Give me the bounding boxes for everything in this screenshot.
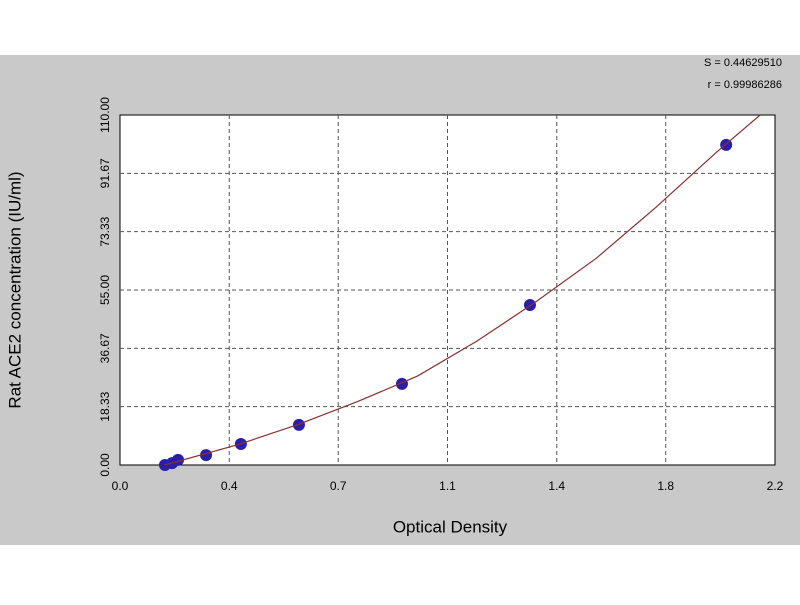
y-tick-label: 55.00 [98,275,112,305]
x-tick-label: 0.4 [221,479,238,493]
y-tick-label: 73.33 [98,216,112,246]
data-point [172,453,185,466]
annotation: r = 0.99986286 [708,79,782,91]
x-tick-label: 0.0 [112,479,129,493]
x-tick-label: 1.4 [548,479,565,493]
x-tick-label: 0.7 [330,479,347,493]
data-point [292,418,305,431]
x-tick-label: 2.2 [767,479,784,493]
y-tick-label: 36.67 [98,333,112,363]
y-axis-label: Rat ACE2 concentration (IU/ml) [5,171,24,408]
y-tick-label: 110.00 [98,97,112,133]
y-tick-label: 91.67 [98,158,112,188]
x-tick-label: 1.8 [657,479,674,493]
annotation: S = 0.44629510 [704,57,782,69]
y-tick-label: 0.00 [98,453,112,477]
x-axis-label: Optical Density [393,517,508,536]
fit-curve [164,114,761,466]
y-tick-label: 18.33 [98,391,112,421]
x-tick-label: 1.1 [439,479,456,493]
